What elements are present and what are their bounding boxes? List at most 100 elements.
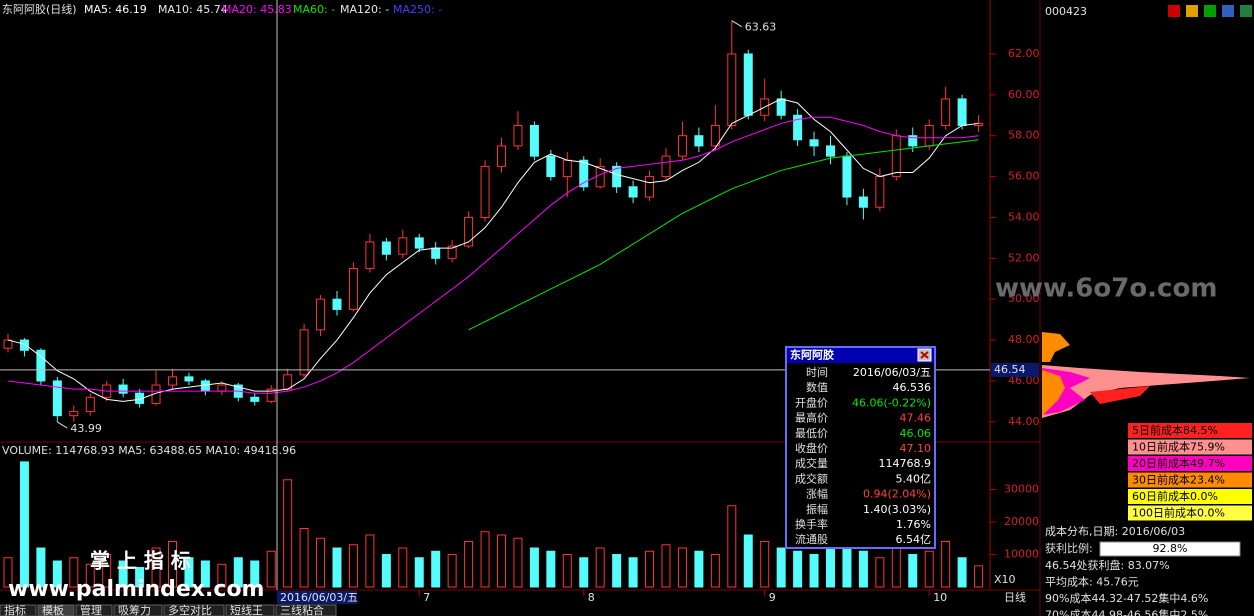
candle-body <box>891 135 901 178</box>
candle-body <box>200 380 210 392</box>
chart-title: 东阿阿胶(日线) <box>2 2 77 16</box>
y-tick-label: 54.00 <box>1008 210 1040 223</box>
popup-label: 成交额 <box>795 471 828 485</box>
candle-body <box>957 98 967 126</box>
distribution-shape <box>1042 332 1070 362</box>
cost-row <box>1128 505 1252 521</box>
popup-label: 最低价 <box>795 427 828 440</box>
high-label: 63.63 <box>745 21 777 34</box>
volume-bar <box>447 554 457 588</box>
tab[interactable] <box>225 604 275 616</box>
volume-bar <box>316 537 326 588</box>
tab-label[interactable]: 三线粘合 <box>280 603 324 616</box>
candle-body <box>628 186 638 198</box>
volume-bar <box>793 550 803 588</box>
cost-row <box>1128 439 1252 455</box>
y-tick-label: 62.00 <box>1008 47 1040 60</box>
volume-bar <box>19 461 29 588</box>
popup-label: 流通股 <box>795 532 828 546</box>
candle-body <box>464 216 474 247</box>
volume-bar <box>299 528 309 588</box>
volume-bar <box>266 550 276 588</box>
popup-label: 开盘价 <box>795 395 828 409</box>
candle-body <box>661 155 671 178</box>
volume-bar <box>365 534 375 588</box>
icon[interactable] <box>1168 5 1180 17</box>
candle-body <box>332 298 342 310</box>
tab[interactable] <box>37 604 75 616</box>
annotation-line <box>731 20 743 28</box>
y-tick-label: 46.00 <box>1008 374 1040 387</box>
tab-label[interactable]: 指标 <box>4 603 26 616</box>
icon[interactable] <box>1222 5 1234 17</box>
volume-bar <box>579 557 589 588</box>
cursor-price-box <box>991 362 1039 377</box>
icon[interactable] <box>1240 5 1252 17</box>
candle-body <box>52 380 62 417</box>
tab-label[interactable]: 多空对比 <box>168 603 212 616</box>
legend-entry: MA5: 46.19 <box>84 3 147 16</box>
candle-body <box>36 349 46 382</box>
candle-body <box>3 339 13 349</box>
tab-label[interactable]: 模板 <box>42 603 64 616</box>
candle-body <box>69 411 79 417</box>
volume-bar <box>529 547 539 588</box>
tab[interactable] <box>113 604 163 616</box>
volume-bar <box>348 544 358 588</box>
candle-body <box>776 98 786 116</box>
annotation-line <box>57 421 68 429</box>
candle-body <box>381 241 391 255</box>
legend-entry: MA20: 45.83 <box>222 3 292 16</box>
popup-box <box>785 346 936 549</box>
candle-body <box>858 196 868 208</box>
volume-bar <box>562 554 572 588</box>
cost-info: 平均成本: 45.76元 <box>1045 575 1139 589</box>
candle-body <box>414 237 424 249</box>
volume-bar <box>52 560 62 588</box>
tab-label[interactable]: 管理 <box>80 603 102 616</box>
candle-body <box>908 135 918 147</box>
candle-body <box>85 396 95 413</box>
tab[interactable] <box>275 604 337 616</box>
volume-bar <box>3 557 13 588</box>
candle-body <box>250 396 260 402</box>
profit-value: 92.8% <box>1153 542 1188 555</box>
volume-bar <box>760 541 770 588</box>
volume-bar <box>776 547 786 588</box>
frame <box>0 0 1041 616</box>
candle-body <box>348 268 358 310</box>
volume-bar <box>151 547 161 588</box>
tab-label[interactable]: 短线王 <box>230 603 263 616</box>
popup-value: 2016/06/03/五 <box>853 366 931 379</box>
tab[interactable] <box>75 604 113 616</box>
tab-label[interactable]: 吸筹力 <box>118 603 151 616</box>
candle-body <box>826 145 835 157</box>
volume-bar <box>36 547 46 588</box>
y-tick-label: 52.00 <box>1008 251 1040 264</box>
cost-info: 46.54处获利盘: 83.07% <box>1045 558 1170 572</box>
tab[interactable] <box>0 604 37 616</box>
candle-body <box>118 384 128 394</box>
icon[interactable] <box>1204 5 1216 17</box>
volume-bar <box>414 557 424 588</box>
legend-entry: MA250: - <box>393 3 442 16</box>
candle-body <box>694 135 704 147</box>
y-tick-label: 56.00 <box>1008 170 1040 183</box>
candle-body <box>793 114 803 141</box>
volume-bar <box>661 544 671 588</box>
x-tick-label: 8 <box>588 591 595 604</box>
candle-body <box>497 145 506 167</box>
ma-line <box>7 116 979 394</box>
volume-bar <box>398 547 408 588</box>
candle-body <box>579 159 589 188</box>
icon[interactable] <box>1186 5 1198 17</box>
volume-bar <box>118 560 128 588</box>
candle-body <box>710 124 720 147</box>
volume-bar <box>497 534 506 588</box>
candle-body <box>431 247 441 259</box>
volume-bar <box>217 563 227 588</box>
tab[interactable] <box>163 604 225 616</box>
volume-bar <box>69 557 79 588</box>
x-tick-label: 10 <box>933 591 947 604</box>
volume-bar <box>595 547 605 588</box>
